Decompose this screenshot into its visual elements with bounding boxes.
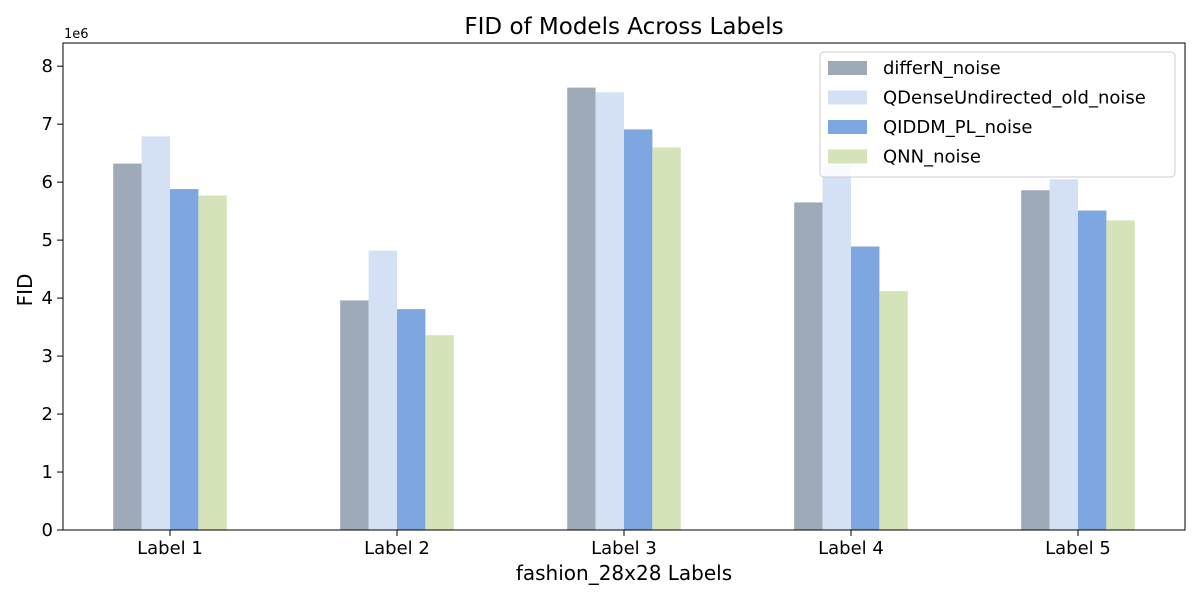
- bar-QNN_noise-label-2: [425, 335, 454, 530]
- bar-QIDDM_PL_noise-label-1: [170, 189, 199, 530]
- x-tick-label: Label 2: [364, 538, 430, 559]
- bar-QIDDM_PL_noise-label-4: [851, 246, 880, 530]
- y-tick-label: 2: [42, 404, 53, 425]
- bar-QDenseUndirected_old_noise-label-4: [822, 164, 851, 530]
- bar-QDenseUndirected_old_noise-label-2: [368, 250, 397, 531]
- x-axis-ticks: Label 1 Label 2 Label 3 Label 4 Label 5: [137, 530, 1111, 559]
- legend-label: QNN_noise: [883, 147, 981, 168]
- y-tick-label: 4: [42, 288, 53, 309]
- bar-QIDDM_PL_noise-label-5: [1078, 210, 1107, 531]
- y-offset-text: 1e6: [64, 27, 89, 42]
- y-tick-label: 8: [42, 56, 53, 77]
- y-tick-label: 3: [42, 346, 53, 367]
- x-tick-label: Label 3: [591, 538, 657, 559]
- bar-QIDDM_PL_noise-label-3: [624, 129, 653, 530]
- bar-QNN_noise-label-4: [879, 291, 908, 530]
- x-tick-label: Label 5: [1045, 538, 1111, 559]
- y-axis-ticks: 0 1 2 3 4 5 6 7 8: [42, 56, 63, 541]
- legend-label: differN_noise: [883, 58, 1001, 79]
- bar-QDenseUndirected_old_noise-label-1: [141, 136, 170, 530]
- legend-label: QDenseUndirected_old_noise: [883, 88, 1146, 109]
- legend-label: QIDDM_PL_noise: [883, 117, 1032, 138]
- bars-group: [113, 87, 1135, 531]
- y-tick-label: 1: [42, 462, 53, 483]
- bar-QNN_noise-label-3: [652, 147, 681, 531]
- x-tick-label: Label 4: [818, 538, 884, 559]
- bar-differN_noise-label-2: [340, 300, 369, 530]
- y-tick-label: 0: [42, 520, 53, 541]
- legend-swatch: [828, 90, 867, 105]
- bar-QDenseUndirected_old_noise-label-5: [1049, 179, 1078, 531]
- legend-swatch: [828, 61, 867, 75]
- legend-box: [819, 51, 1176, 178]
- y-tick-label: 5: [42, 230, 53, 251]
- y-tick-label: 7: [42, 114, 53, 135]
- y-axis-label: FID: [13, 274, 37, 307]
- y-tick-label: 6: [42, 172, 53, 193]
- legend: differN_noise QDenseUndirected_old_noise Q…: [819, 51, 1176, 178]
- x-tick-label: Label 1: [137, 538, 203, 559]
- bar-QDenseUndirected_old_noise-label-3: [595, 92, 624, 530]
- bar-differN_noise-label-3: [567, 87, 596, 530]
- bar-differN_noise-label-1: [113, 163, 142, 530]
- x-axis-label: fashion_28x28 Labels: [516, 561, 732, 585]
- bar-QIDDM_PL_noise-label-2: [397, 309, 426, 530]
- bar-QNN_noise-label-1: [198, 195, 227, 531]
- bar-differN_noise-label-5: [1021, 190, 1050, 530]
- bar-QNN_noise-label-5: [1106, 220, 1135, 530]
- legend-swatch: [828, 120, 867, 134]
- plot-frame: [62, 42, 1186, 531]
- bar-differN_noise-label-4: [794, 202, 823, 530]
- legend-swatch: [828, 149, 867, 164]
- chart-title: FID of Models Across Labels: [464, 14, 783, 40]
